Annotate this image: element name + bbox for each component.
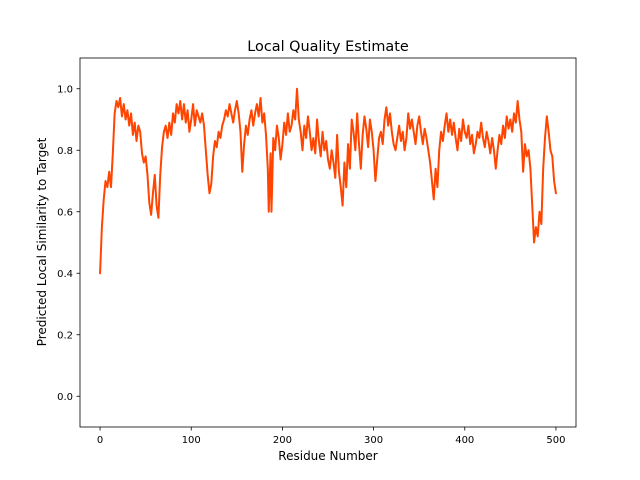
y-axis-label: Predicted Local Similarity to Target — [35, 137, 49, 346]
y-tick-label: 0.2 — [57, 330, 73, 341]
y-tick-label: 0.6 — [57, 207, 73, 218]
x-tick-label: 200 — [273, 435, 292, 446]
y-tick-label: 1.0 — [57, 84, 73, 95]
plot-area: 0 100 200 300 400 500 0.0 0.2 0.4 0.6 0.8 1.0 — [57, 57, 577, 446]
x-tick-label: 500 — [546, 435, 565, 446]
chart-title: Local Quality Estimate — [247, 39, 409, 55]
y-tick-label: 0.0 — [57, 392, 73, 403]
x-tick-label: 300 — [364, 435, 383, 446]
y-axis: 0.0 0.2 0.4 0.6 0.8 1.0 — [57, 84, 80, 403]
x-axis: 0 100 200 300 400 500 — [97, 427, 565, 446]
plot-frame — [79, 57, 577, 428]
y-tick-label: 0.4 — [57, 269, 73, 280]
series-line — [99, 87, 557, 275]
x-tick-label: 400 — [455, 435, 474, 446]
x-tick-label: 0 — [97, 435, 103, 446]
x-axis-label: Residue Number — [278, 449, 377, 463]
y-tick-label: 0.8 — [57, 146, 73, 157]
x-tick-label: 100 — [182, 435, 201, 446]
